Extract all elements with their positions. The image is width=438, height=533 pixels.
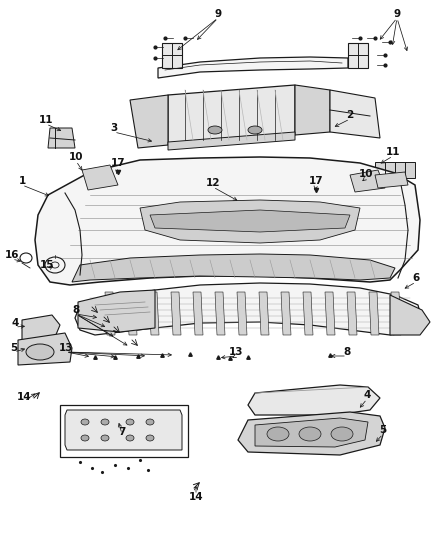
Ellipse shape [267,427,289,441]
Polygon shape [168,132,295,150]
Text: 12: 12 [206,178,220,188]
Text: 6: 6 [412,273,420,283]
Polygon shape [193,292,203,335]
Polygon shape [18,333,72,365]
Bar [60,405,188,457]
Polygon shape [48,128,75,148]
Text: 10: 10 [69,152,83,162]
Text: 17: 17 [111,158,125,168]
Text: 2: 2 [346,110,353,120]
Text: 4: 4 [11,318,19,328]
Polygon shape [237,292,247,335]
Polygon shape [127,292,137,335]
Polygon shape [75,283,422,335]
Polygon shape [303,292,313,335]
Polygon shape [295,85,330,135]
Text: 11: 11 [39,115,53,125]
Polygon shape [35,157,420,285]
Ellipse shape [146,435,154,441]
Polygon shape [390,295,430,335]
Polygon shape [348,43,368,68]
Text: 5: 5 [379,425,387,435]
Polygon shape [65,410,182,450]
Text: 1: 1 [18,176,26,186]
Polygon shape [281,292,291,335]
Ellipse shape [208,126,222,134]
Ellipse shape [126,419,134,425]
Text: 9: 9 [393,9,401,19]
Polygon shape [238,412,385,455]
Text: 13: 13 [229,347,243,357]
Polygon shape [22,315,60,340]
Text: 14: 14 [189,492,203,502]
Text: 8: 8 [343,347,351,357]
Polygon shape [72,254,395,282]
Ellipse shape [248,126,262,134]
Text: 3: 3 [110,123,118,133]
Text: 15: 15 [40,260,54,270]
Polygon shape [78,290,155,332]
Ellipse shape [146,419,154,425]
Text: 14: 14 [17,392,31,402]
Polygon shape [168,85,295,145]
Polygon shape [215,292,225,335]
Text: 5: 5 [11,343,18,353]
Polygon shape [248,385,380,415]
Polygon shape [325,292,335,335]
Ellipse shape [331,427,353,441]
Text: 16: 16 [5,250,19,260]
Polygon shape [375,162,415,178]
Polygon shape [162,43,182,68]
Ellipse shape [81,419,89,425]
Polygon shape [158,57,348,78]
Polygon shape [255,418,368,447]
Text: 17: 17 [309,176,323,186]
Ellipse shape [81,435,89,441]
Text: 7: 7 [118,427,126,437]
Polygon shape [330,90,380,138]
Polygon shape [347,292,357,335]
Ellipse shape [101,419,109,425]
Polygon shape [259,292,269,335]
Polygon shape [350,170,385,192]
Polygon shape [140,200,360,243]
Polygon shape [171,292,181,335]
Ellipse shape [299,427,321,441]
Polygon shape [375,172,408,188]
Text: 13: 13 [59,343,73,353]
Text: 8: 8 [72,305,80,315]
Text: 10: 10 [359,169,373,179]
Text: 11: 11 [386,147,400,157]
Polygon shape [149,292,159,335]
Polygon shape [369,292,379,335]
Polygon shape [82,165,118,190]
Text: 4: 4 [363,390,371,400]
Ellipse shape [101,435,109,441]
Ellipse shape [126,435,134,441]
Text: 9: 9 [215,9,222,19]
Polygon shape [150,210,350,232]
Polygon shape [391,292,401,335]
Polygon shape [105,292,115,335]
Ellipse shape [26,344,54,360]
Polygon shape [130,95,168,148]
